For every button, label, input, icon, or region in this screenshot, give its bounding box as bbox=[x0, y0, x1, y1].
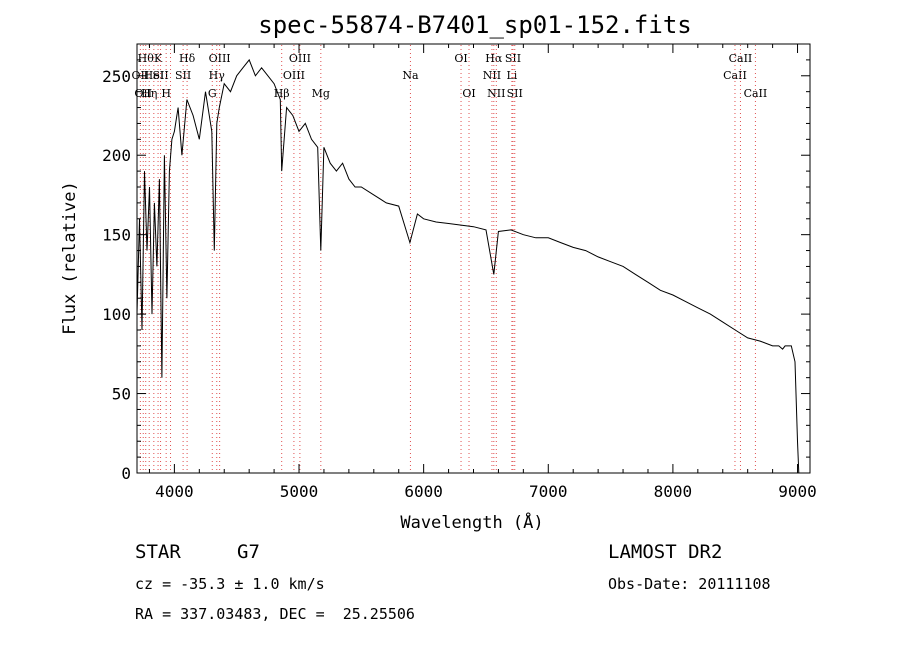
line-marker-label: NII bbox=[483, 69, 501, 82]
x-axis-label: Wavelength (Å) bbox=[400, 511, 543, 533]
line-marker-label: Hα bbox=[485, 52, 503, 65]
line-marker-label: SII bbox=[507, 87, 523, 100]
plot-frame bbox=[136, 43, 811, 474]
line-marker-label: OIII bbox=[289, 52, 311, 65]
line-marker-label: CaII bbox=[744, 87, 768, 100]
line-marker-label: Hβ bbox=[274, 87, 290, 100]
x-tick-label: 8000 bbox=[654, 482, 693, 501]
line-marker-label: Mg bbox=[312, 87, 330, 100]
redshift-velocity: cz = -35.3 ± 1.0 km/s bbox=[135, 575, 325, 593]
line-marker-label: Hθ bbox=[138, 52, 155, 65]
line-marker-label: NII bbox=[487, 87, 505, 100]
line-marker-label: K bbox=[154, 52, 163, 65]
y-tick-label: 150 bbox=[102, 226, 131, 245]
line-marker-label: OIII bbox=[283, 69, 305, 82]
y-tick-label: 250 bbox=[102, 67, 131, 86]
x-tick-label: 6000 bbox=[404, 482, 443, 501]
line-marker-label: H bbox=[161, 87, 171, 100]
y-tick-label: 100 bbox=[102, 305, 131, 324]
x-tick-label: 4000 bbox=[155, 482, 194, 501]
observation-date: Obs-Date: 20111108 bbox=[608, 575, 771, 593]
x-tick-label: 7000 bbox=[529, 482, 568, 501]
line-marker-label: CaII bbox=[729, 52, 753, 65]
coordinates: RA = 337.03483, DEC = 25.25506 bbox=[135, 605, 415, 623]
line-marker-label: G bbox=[208, 87, 217, 100]
y-tick-label: 50 bbox=[112, 385, 131, 404]
y-axis-label: Flux (relative) bbox=[60, 181, 80, 335]
line-marker-label: OII bbox=[134, 87, 152, 100]
object-subclass: G7 bbox=[237, 541, 260, 563]
line-marker-label: Li bbox=[506, 69, 517, 82]
line-marker-label: Hη bbox=[141, 87, 157, 100]
x-tick-label: 5000 bbox=[280, 482, 319, 501]
line-marker-label: Hγ bbox=[209, 69, 226, 82]
flux-series bbox=[136, 58, 800, 474]
line-marker-label: Hδ bbox=[179, 52, 196, 65]
line-marker-label: OIII bbox=[209, 52, 231, 65]
line-marker-label: SII bbox=[175, 69, 191, 82]
x-tick-label: 9000 bbox=[778, 482, 817, 501]
plot-axes: 4000 5000 6000 7000 8000 9000 0 50 100 150 200 250 bbox=[102, 43, 817, 501]
survey-name: LAMOST DR2 bbox=[608, 541, 723, 563]
line-marker-label: OI bbox=[462, 87, 475, 100]
y-tick-label: 200 bbox=[102, 146, 131, 165]
spectral-line-markers: OIIOIIHθHηHeIKSIIHSIIHδGHγOIIIHβOIIIOIII… bbox=[132, 45, 768, 472]
line-marker-label: CaII bbox=[723, 69, 747, 82]
y-tick-label: 0 bbox=[121, 464, 131, 483]
line-marker-label: SII bbox=[505, 52, 521, 65]
line-marker-label: HeI bbox=[144, 69, 164, 82]
line-marker-label: OI bbox=[454, 52, 467, 65]
object-class: STAR bbox=[135, 541, 181, 563]
line-marker-label: SII bbox=[152, 69, 168, 82]
flux-line bbox=[136, 58, 800, 474]
line-marker-label: Na bbox=[402, 69, 419, 82]
chart-title: spec-55874-B7401_sp01-152.fits bbox=[258, 11, 691, 39]
